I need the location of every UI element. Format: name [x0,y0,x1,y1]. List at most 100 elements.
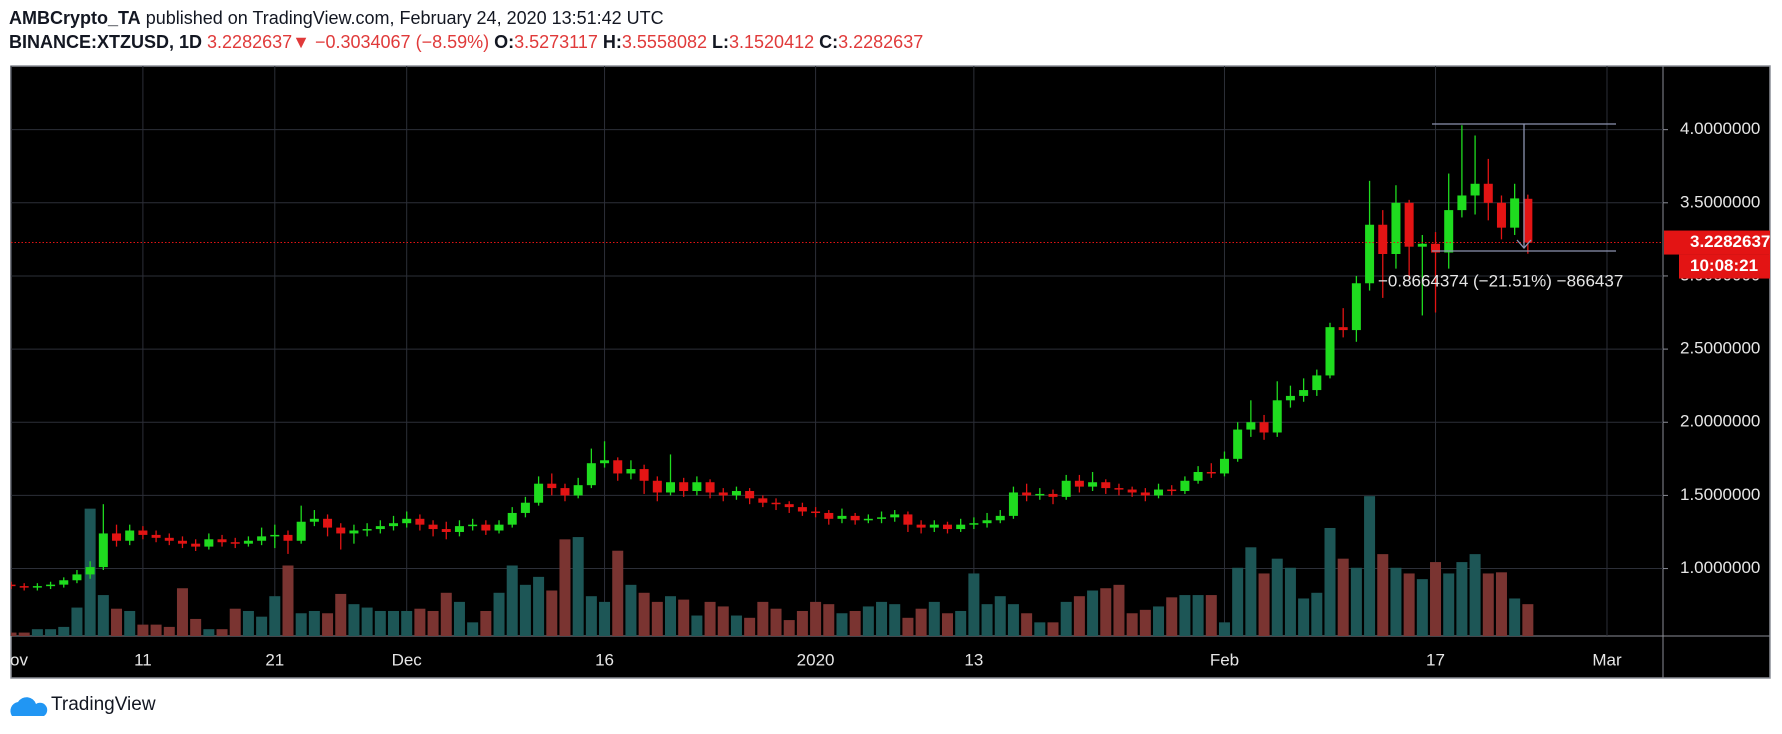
candle-body [1444,210,1454,253]
candle-body [375,526,385,530]
candle-body [1074,480,1084,487]
volume-bar [519,584,531,636]
arrow: ▼ [292,32,310,52]
candle-body [1140,492,1150,496]
candle-body [1285,395,1295,401]
volume-bar [823,604,835,636]
volume-bar [1034,622,1046,636]
candle-body [758,498,768,503]
candle-body [85,567,95,575]
candle-body [98,533,108,568]
candle-body [1180,480,1190,492]
volume-bar [1232,567,1244,636]
x-tick-label: 13 [964,650,983,669]
volume-bar [1495,572,1507,636]
volume-bar [308,610,320,636]
candle-layer [11,125,1663,591]
candle-body [890,514,900,518]
x-tick-label: Dec [392,650,423,669]
volume-bar [18,632,30,636]
candle-body [494,524,504,531]
candle-body [652,480,662,493]
candle-body [811,511,821,513]
volume-bar [730,615,742,636]
volume-bar [388,610,400,636]
candle-body [1035,493,1045,496]
volume-bar [994,596,1006,636]
volume-bar [1416,579,1428,636]
volume-bar [691,615,703,636]
y-tick-label: 1.5000000 [1680,485,1760,504]
header-line: AMBCrypto_TA published on TradingView.co… [9,6,923,30]
volume-bar [1482,573,1494,636]
candle-body [850,515,860,521]
volume-bar [744,617,756,636]
ohlc-value: 3.2282637 [838,32,924,52]
candle-body [573,485,583,496]
volume-bar [783,620,795,636]
volume-bar [651,601,663,636]
volume-bar [889,604,901,636]
y-tick-label: 2.0000000 [1680,412,1760,431]
volume-bar [137,624,149,636]
volume-bar [1403,573,1415,636]
volume-bar [862,606,874,636]
candle-body [586,463,596,486]
logo [10,697,48,716]
volume-bar [717,606,729,636]
candle-body [1101,482,1111,489]
volume-bar [612,550,624,636]
candle-body [1114,488,1124,490]
candle-body [138,530,148,535]
candle-body [639,469,649,481]
volume-bar [190,618,202,636]
ohlc-value: 3.1520412 [729,32,815,52]
candle-body [679,482,689,492]
candle-body [1246,422,1256,430]
candle-body [336,527,346,534]
candle-body [534,483,544,503]
volume-bar [453,601,465,636]
volume-bar [546,590,558,636]
y-tick-label: 2.5000000 [1680,339,1760,358]
publisher: AMBCrypto_TA [9,8,141,28]
volume-bar [1139,609,1151,636]
candle-body [1088,482,1098,487]
candle-body [177,540,187,544]
candle-body [1127,489,1137,493]
volume-bar [981,604,993,636]
volume-bar [1245,547,1257,636]
volume-bar [1443,573,1455,636]
volume-bar [427,610,439,636]
volume-bar [625,584,637,636]
candle-body [731,491,741,496]
volume-bar [902,617,914,636]
volume-bar [928,601,940,636]
volume-bar [58,626,70,636]
volume-bar [876,601,888,636]
volume-bar [1153,606,1165,636]
candle-body [1299,390,1309,396]
candle-body [520,502,530,513]
volume-bar [1456,562,1468,636]
volume-bar [1100,588,1112,636]
candle-body [191,543,201,547]
candle-body [309,518,319,522]
volume-bar [242,610,254,636]
candle-body [877,517,887,519]
candle-body [46,584,56,587]
volume-bar [757,601,769,636]
volume-bar [176,588,188,636]
volume-bar [361,607,373,636]
overlay: −0.8664374 (−21.51%) −866437 [1378,123,1623,290]
candle-body [1206,471,1216,474]
footer-logo [10,697,48,716]
candle-body [903,514,913,525]
candle-body [995,515,1005,521]
candle-body [125,530,135,541]
volume-bar [1126,613,1138,636]
x-tick-label: ov [10,650,28,669]
candle-body [468,524,478,527]
volume-bar [1311,592,1323,636]
candle-body [1523,198,1533,243]
